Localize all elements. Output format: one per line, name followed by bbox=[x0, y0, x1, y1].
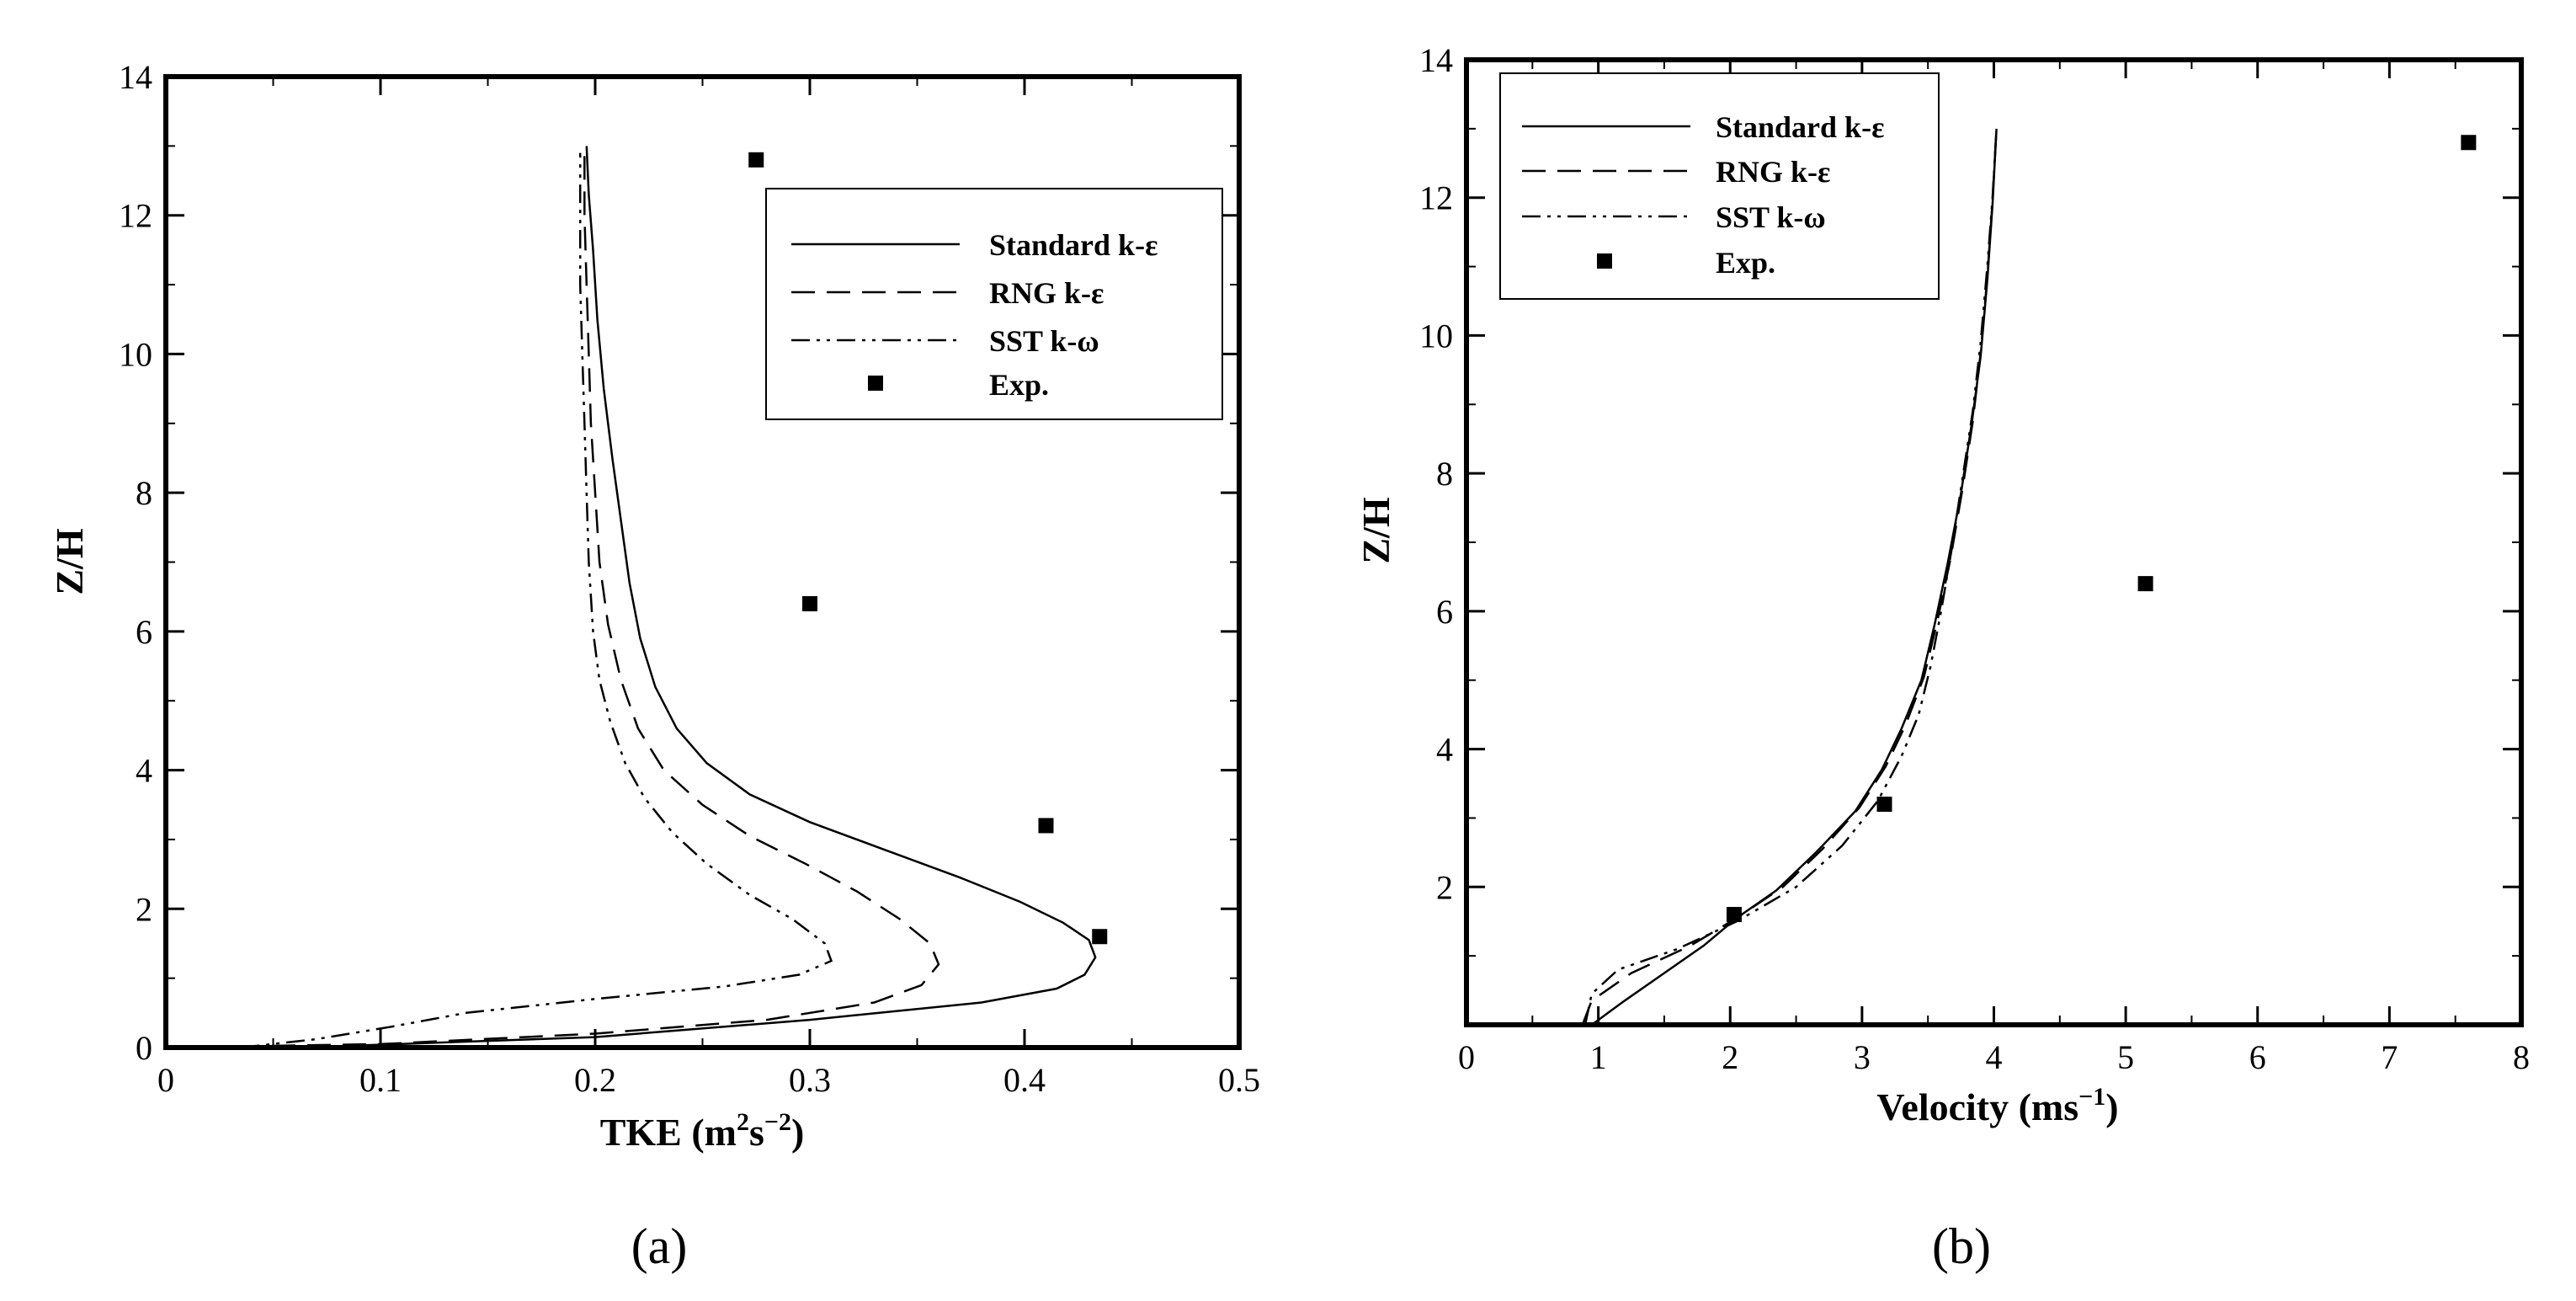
x-tick-label: 2 bbox=[1722, 1038, 1738, 1076]
series-line-dashed bbox=[1581, 128, 1998, 1026]
series-line-dashed bbox=[165, 146, 940, 1049]
y-tick-label: 4 bbox=[136, 752, 152, 790]
panel-a-ticks: 0 0.1 0.2 0.3 0.4 0.5 0 2 4 6 8 10 12 14 bbox=[119, 58, 1260, 1099]
exp-marker bbox=[2461, 135, 2477, 151]
series-line-solid bbox=[165, 146, 1097, 1049]
panel-b-label: (b) bbox=[1932, 1218, 1991, 1274]
legend-label-rng: RNG k-ε bbox=[989, 276, 1104, 310]
x-tick-label: 0.5 bbox=[1218, 1061, 1260, 1099]
x-tick-label: 1 bbox=[1590, 1038, 1607, 1076]
x-tick-label: 0 bbox=[1458, 1038, 1475, 1076]
series-line-dashdotdot bbox=[241, 152, 833, 1049]
exp-marker bbox=[1038, 818, 1054, 834]
y-tick-label: 14 bbox=[119, 58, 152, 96]
x-tick-label: 4 bbox=[1986, 1038, 2003, 1076]
y-tick-label: 4 bbox=[1436, 731, 1453, 769]
y-tick-label: 6 bbox=[136, 613, 152, 651]
panel-b-y-axis-title: Z/H bbox=[1355, 497, 1397, 563]
y-tick-label: 10 bbox=[119, 335, 152, 373]
legend-label-exp: Exp. bbox=[989, 368, 1049, 402]
exp-marker bbox=[2137, 576, 2153, 592]
exp-marker bbox=[1726, 907, 1742, 923]
y-tick-label: 8 bbox=[136, 474, 152, 512]
legend-label-standard: Standard k-ε bbox=[989, 228, 1158, 262]
x-tick-label: 0.2 bbox=[574, 1061, 616, 1099]
exp-marker bbox=[802, 595, 817, 611]
legend-marker-exp bbox=[868, 376, 883, 391]
panel-b-legend: Standard k-ε RNG k-ε SST k-ω Exp. bbox=[1499, 72, 1940, 300]
y-tick-label: 6 bbox=[1436, 593, 1453, 631]
panel-a-y-axis-title: Z/H bbox=[48, 528, 91, 595]
legend-label-rng: RNG k-ε bbox=[1716, 155, 1830, 189]
x-tick-label: 0.3 bbox=[789, 1061, 831, 1099]
legend-marker-exp bbox=[1597, 253, 1612, 269]
x-tick-label: 7 bbox=[2381, 1038, 2398, 1076]
y-tick-label: 2 bbox=[136, 890, 152, 928]
legend-label-standard: Standard k-ε bbox=[1716, 110, 1884, 144]
x-tick-label: 5 bbox=[2117, 1038, 2134, 1076]
panel-b-marks bbox=[1581, 128, 2477, 1026]
exp-marker bbox=[1092, 929, 1108, 945]
x-tick-label: 8 bbox=[2513, 1038, 2530, 1076]
y-tick-label: 12 bbox=[119, 197, 152, 235]
y-tick-label: 2 bbox=[1436, 868, 1453, 906]
panel-a-x-axis-title: TKE (m2s−2) bbox=[600, 1108, 805, 1154]
panel-a-legend-box bbox=[765, 188, 1223, 420]
x-tick-label: 3 bbox=[1854, 1038, 1871, 1076]
x-tick-label: 0 bbox=[157, 1061, 174, 1099]
panel-a: 0 0.1 0.2 0.3 0.4 0.5 0 2 4 6 8 10 12 14 Standard k-ε… bbox=[48, 58, 1260, 1274]
legend-label-sst: SST k-ω bbox=[1716, 200, 1826, 234]
legend-label-exp: Exp. bbox=[1716, 246, 1775, 280]
y-tick-label: 8 bbox=[1436, 455, 1453, 493]
exp-marker bbox=[1876, 797, 1892, 813]
panel-b-legend-box bbox=[1499, 72, 1940, 300]
x-tick-label: 0.4 bbox=[1003, 1061, 1046, 1099]
panel-a-label: (a) bbox=[631, 1218, 688, 1274]
y-tick-label: 0 bbox=[136, 1029, 152, 1067]
y-tick-label: 12 bbox=[1419, 179, 1453, 217]
y-tick-label: 14 bbox=[1419, 41, 1453, 79]
panel-a-marks bbox=[165, 146, 1108, 1049]
legend-label-sst: SST k-ω bbox=[989, 324, 1099, 358]
panel-a-legend: Standard k-ε RNG k-ε SST k-ω Exp. bbox=[765, 188, 1223, 420]
series-line-dashdotdot bbox=[1583, 128, 1998, 1026]
y-tick-label: 10 bbox=[1419, 317, 1453, 355]
x-tick-label: 6 bbox=[2249, 1038, 2266, 1076]
x-tick-label: 0.1 bbox=[359, 1061, 402, 1099]
exp-marker bbox=[748, 152, 764, 168]
panel-b-x-axis-title: Velocity (ms−1) bbox=[1876, 1083, 2118, 1128]
